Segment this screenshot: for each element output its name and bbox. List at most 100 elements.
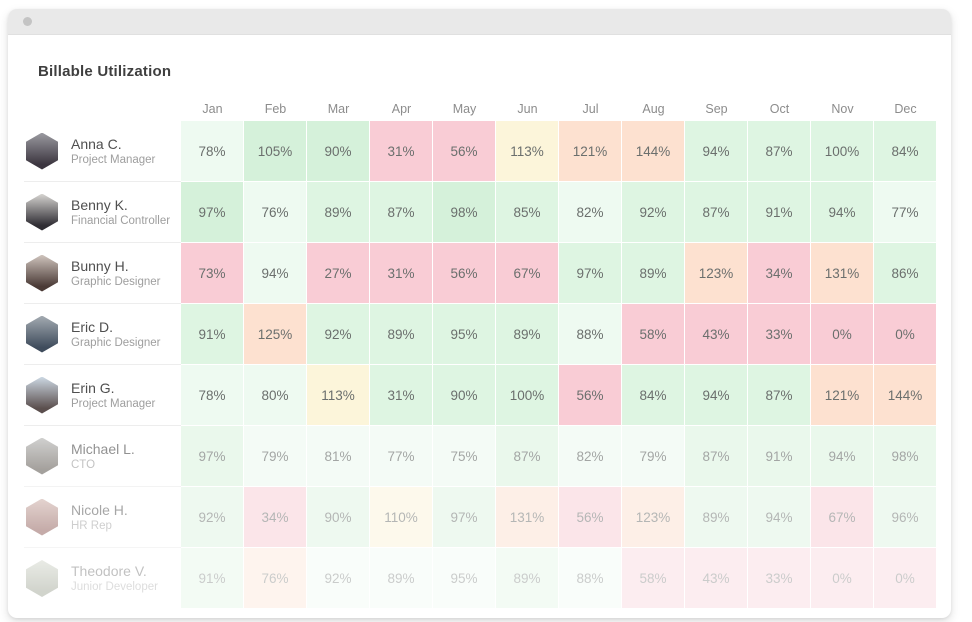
utilization-cell[interactable]: 110% [370,487,433,548]
utilization-cell[interactable]: 0% [811,548,874,609]
utilization-cell[interactable]: 78% [181,365,244,426]
utilization-cell[interactable]: 75% [433,426,496,487]
utilization-cell[interactable]: 97% [559,243,622,304]
utilization-cell[interactable]: 0% [811,304,874,365]
utilization-cell[interactable]: 0% [874,304,937,365]
utilization-cell[interactable]: 92% [622,182,685,243]
utilization-cell[interactable]: 98% [433,182,496,243]
utilization-cell[interactable]: 56% [559,365,622,426]
utilization-cell[interactable]: 67% [811,487,874,548]
utilization-cell[interactable]: 92% [307,304,370,365]
utilization-cell[interactable]: 94% [811,426,874,487]
utilization-cell[interactable]: 56% [433,121,496,182]
utilization-cell[interactable]: 94% [685,121,748,182]
utilization-cell[interactable]: 100% [496,365,559,426]
utilization-cell[interactable]: 123% [685,243,748,304]
utilization-cell[interactable]: 79% [244,426,307,487]
utilization-cell[interactable]: 27% [307,243,370,304]
utilization-cell[interactable]: 86% [874,243,937,304]
person-cell[interactable]: Anna C. Project Manager [24,121,181,182]
utilization-cell[interactable]: 89% [685,487,748,548]
window-control-dot[interactable] [23,17,32,26]
utilization-cell[interactable]: 98% [874,426,937,487]
person-cell[interactable]: Bunny H. Graphic Designer [24,243,181,304]
utilization-cell[interactable]: 78% [181,121,244,182]
person-cell[interactable]: Benny K. Financial Controller [24,182,181,243]
utilization-cell[interactable]: 89% [622,243,685,304]
utilization-cell[interactable]: 31% [370,121,433,182]
utilization-cell[interactable]: 91% [748,426,811,487]
utilization-cell[interactable]: 89% [370,304,433,365]
utilization-cell[interactable]: 43% [685,304,748,365]
utilization-cell[interactable]: 56% [433,243,496,304]
utilization-cell[interactable]: 77% [874,182,937,243]
utilization-cell[interactable]: 84% [622,365,685,426]
utilization-cell[interactable]: 121% [811,365,874,426]
utilization-cell[interactable]: 92% [181,487,244,548]
utilization-cell[interactable]: 34% [244,487,307,548]
utilization-cell[interactable]: 105% [244,121,307,182]
utilization-cell[interactable]: 89% [496,548,559,609]
utilization-cell[interactable]: 94% [244,243,307,304]
person-cell[interactable]: Nicole H. HR Rep [24,487,181,548]
utilization-cell[interactable]: 76% [244,548,307,609]
utilization-cell[interactable]: 87% [496,426,559,487]
utilization-cell[interactable]: 131% [496,487,559,548]
utilization-cell[interactable]: 90% [307,487,370,548]
utilization-cell[interactable]: 125% [244,304,307,365]
utilization-cell[interactable]: 87% [748,365,811,426]
utilization-cell[interactable]: 89% [370,548,433,609]
utilization-cell[interactable]: 88% [559,548,622,609]
utilization-cell[interactable]: 91% [181,304,244,365]
utilization-cell[interactable]: 87% [748,121,811,182]
utilization-cell[interactable]: 77% [370,426,433,487]
utilization-cell[interactable]: 34% [748,243,811,304]
utilization-cell[interactable]: 91% [748,182,811,243]
utilization-cell[interactable]: 85% [496,182,559,243]
utilization-cell[interactable]: 97% [181,182,244,243]
utilization-cell[interactable]: 94% [685,365,748,426]
utilization-cell[interactable]: 123% [622,487,685,548]
person-cell[interactable]: Eric D. Graphic Designer [24,304,181,365]
utilization-cell[interactable]: 82% [559,426,622,487]
utilization-cell[interactable]: 31% [370,365,433,426]
utilization-cell[interactable]: 58% [622,304,685,365]
utilization-cell[interactable]: 31% [370,243,433,304]
utilization-cell[interactable]: 33% [748,548,811,609]
utilization-cell[interactable]: 144% [874,365,937,426]
utilization-cell[interactable]: 94% [748,487,811,548]
utilization-cell[interactable]: 89% [496,304,559,365]
utilization-cell[interactable]: 90% [433,365,496,426]
utilization-cell[interactable]: 58% [622,548,685,609]
utilization-cell[interactable]: 87% [685,426,748,487]
utilization-cell[interactable]: 94% [811,182,874,243]
utilization-cell[interactable]: 82% [559,182,622,243]
utilization-cell[interactable]: 100% [811,121,874,182]
utilization-cell[interactable]: 0% [874,548,937,609]
utilization-cell[interactable]: 113% [307,365,370,426]
utilization-cell[interactable]: 144% [622,121,685,182]
utilization-cell[interactable]: 81% [307,426,370,487]
utilization-cell[interactable]: 96% [874,487,937,548]
utilization-cell[interactable]: 43% [685,548,748,609]
utilization-cell[interactable]: 95% [433,304,496,365]
utilization-cell[interactable]: 80% [244,365,307,426]
person-cell[interactable]: Theodore V. Junior Developer [24,548,181,609]
utilization-cell[interactable]: 84% [874,121,937,182]
utilization-cell[interactable]: 97% [433,487,496,548]
utilization-cell[interactable]: 95% [433,548,496,609]
utilization-cell[interactable]: 73% [181,243,244,304]
utilization-cell[interactable]: 76% [244,182,307,243]
utilization-cell[interactable]: 90% [307,121,370,182]
person-cell[interactable]: Erin G. Project Manager [24,365,181,426]
utilization-cell[interactable]: 87% [370,182,433,243]
utilization-cell[interactable]: 33% [748,304,811,365]
utilization-cell[interactable]: 89% [307,182,370,243]
utilization-cell[interactable]: 88% [559,304,622,365]
utilization-cell[interactable]: 92% [307,548,370,609]
utilization-cell[interactable]: 131% [811,243,874,304]
utilization-cell[interactable]: 91% [181,548,244,609]
utilization-cell[interactable]: 113% [496,121,559,182]
utilization-cell[interactable]: 79% [622,426,685,487]
person-cell[interactable]: Michael L. CTO [24,426,181,487]
